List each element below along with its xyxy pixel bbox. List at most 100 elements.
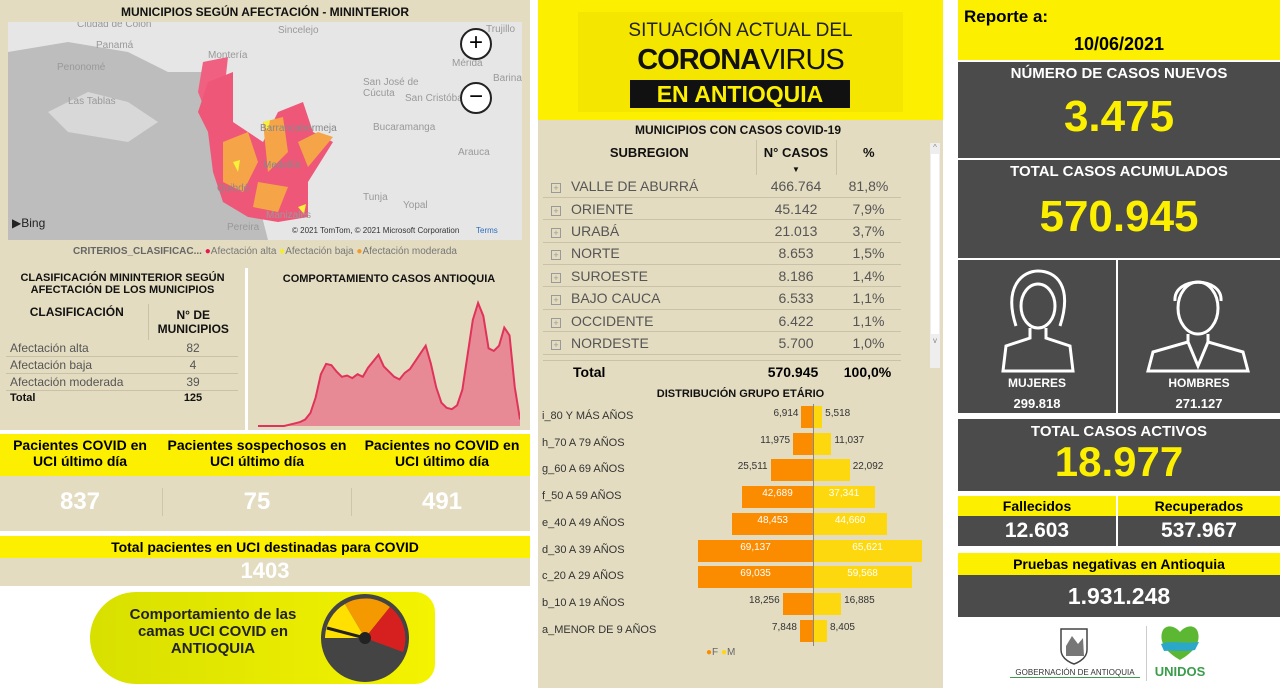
col-pct[interactable]: % — [835, 140, 901, 175]
bar-m — [813, 539, 923, 562]
value-m: 22,092 — [852, 461, 884, 473]
expand-icon[interactable]: + — [551, 272, 561, 283]
value-f: 69,035 — [740, 568, 771, 580]
value-f: 18,256 — [749, 594, 780, 606]
report-date: 10/06/2021 — [1073, 34, 1165, 54]
value-f: 25,511 — [737, 461, 768, 473]
map-label: Panamá — [96, 40, 134, 51]
expand-icon[interactable]: + — [551, 227, 561, 238]
clasificacion-table: CLASIFICACIÓN N° DE MUNICIPIOS Afectación… — [6, 304, 238, 405]
table-row[interactable]: + NORDESTE 5.700 1,0% — [543, 331, 901, 355]
value-f: 11,975 — [760, 434, 791, 446]
comportamiento-panel: COMPORTAMIENTO CASOS ANTIOQUIA — [248, 268, 530, 430]
table-row[interactable]: + URABÁ 21.013 3,7% — [543, 219, 901, 243]
pyramid-legend: ●F ●M — [706, 647, 736, 658]
heart-icon — [1161, 626, 1199, 660]
map-label: Barrancabermeja — [260, 123, 337, 134]
chart-title: COMPORTAMIENTO CASOS ANTIOQUIA — [282, 273, 496, 285]
value-m: 37,341 — [828, 488, 860, 500]
header-banner: SITUACIÓN ACTUAL DEL CORONAVIRUS EN ANTI… — [538, 0, 943, 120]
zoom-out-button[interactable]: − — [460, 82, 492, 114]
value-m: 44,660 — [834, 514, 866, 526]
bar-f — [782, 592, 813, 615]
expand-icon[interactable]: + — [551, 317, 561, 328]
bar-m — [813, 406, 823, 428]
map-label: Montería — [208, 50, 248, 61]
age-group-label: c_20 A 29 AÑOS — [542, 570, 624, 583]
bar-f — [770, 459, 813, 482]
col-subregion[interactable]: SUBREGION — [609, 145, 689, 160]
map-label: Barinas — [493, 73, 522, 84]
map-label: Ciudad de Colón — [77, 22, 152, 30]
map-canvas — [8, 42, 333, 240]
map-title: MUNICIPIOS SEGÚN AFECTACIÓN - MININTERIO… — [121, 5, 409, 19]
uci-total-value: 1403 — [0, 558, 530, 586]
map-label: San Cristóbal — [405, 93, 466, 104]
age-group-label: g_60 A 69 AÑOS — [542, 463, 625, 476]
clasificacion-panel: CLASIFICACIÓN MININTERIOR SEGÚN AFECTACI… — [0, 268, 245, 430]
map-label: Manizales — [266, 210, 312, 221]
coat-of-arms-icon — [1060, 628, 1088, 665]
pyramid-axis — [813, 404, 814, 646]
value-f: 69,137 — [740, 541, 771, 553]
uci-total-label: Total pacientes en UCI destinadas para C… — [0, 536, 530, 558]
uci-values — [0, 476, 530, 531]
table-row[interactable]: +MAGDALENA MEDIO2.5320,4% — [543, 354, 901, 360]
map-legend: CRITERIOS_CLASIFICAC... ●Afectación alta… — [73, 246, 457, 257]
area-chart — [258, 300, 520, 427]
table-row: Afectación moderada 39 — [6, 373, 238, 391]
map-label: Trujillo — [486, 24, 516, 35]
uci-headers — [0, 434, 530, 476]
expand-icon[interactable]: + — [551, 339, 561, 350]
unidos-logo: UNIDOS — [1150, 624, 1210, 684]
table-row: Afectación baja 4 — [6, 356, 238, 374]
table-total: Total 125 — [10, 392, 203, 404]
man-icon — [1146, 280, 1250, 373]
table-row[interactable]: + BAJO CAUCA 6.533 1,1% — [543, 286, 901, 310]
bar-m — [813, 566, 913, 589]
map[interactable]: Ciudad de Colón Panamá Penonomé Las Tabl… — [8, 22, 522, 240]
value-m: 65,621 — [852, 541, 883, 553]
col-casos[interactable]: N° CASOS ▼ — [755, 140, 836, 175]
map-label: San José de Cúcuta — [363, 77, 419, 99]
bar-m — [813, 432, 832, 455]
expand-icon[interactable]: + — [551, 250, 561, 261]
casos-acumulados: TOTAL CASOS ACUMULADOS 570.945 — [958, 160, 1280, 258]
scrollbar[interactable]: ^ v — [930, 143, 940, 368]
uci-covid-value: 837 — [59, 488, 101, 515]
gauge-text: Comportamiento de las camas UCI COVID en… — [129, 606, 297, 657]
age-group-label: f_50 A 59 AÑOS — [542, 490, 622, 503]
terms-link[interactable]: Terms — [476, 226, 498, 235]
zoom-in-button[interactable]: + — [460, 28, 492, 60]
gauge-banner[interactable]: Comportamiento de las camas UCI COVID en… — [90, 592, 435, 684]
map-label: Sincelejo — [278, 25, 319, 36]
map-label: Bucaramanga — [373, 122, 436, 133]
table-row: Afectación alta 82 — [6, 340, 238, 357]
bar-f — [801, 406, 813, 428]
value-f: 7,848 — [771, 621, 797, 633]
table-row[interactable]: + VALLE DE ABURRÁ 466.764 81,8% — [543, 175, 901, 198]
map-label: Medellín — [263, 160, 301, 171]
expand-icon[interactable]: + — [551, 295, 561, 306]
table-row[interactable]: + NORTE 8.653 1,5% — [543, 242, 901, 266]
mujeres-box: MUJERES 299.818 — [958, 260, 1116, 413]
uci-sospechosos-label: Pacientes sospechosos en UCI último día — [167, 437, 347, 469]
clasificacion-title: CLASIFICACIÓN MININTERIOR SEGÚN AFECTACI… — [20, 272, 225, 296]
map-label: Las Tablas — [68, 96, 116, 107]
casos-nuevos: NÚMERO DE CASOS NUEVOS 3.475 — [958, 62, 1280, 158]
header-line2: CORONAVIRUS — [637, 44, 845, 76]
table-row[interactable]: + OCCIDENTE 6.422 1,1% — [543, 309, 901, 333]
municipios-total-row: Total 570.945 100,0% — [543, 360, 901, 380]
bar-m — [813, 592, 842, 615]
table-row[interactable]: + ORIENTE 45.142 7,9% — [543, 197, 901, 221]
expand-icon[interactable]: + — [551, 182, 561, 193]
pruebas-value: 1.931.248 — [958, 575, 1280, 617]
bar-m — [813, 486, 876, 509]
bar-f — [799, 619, 813, 642]
bar-f — [732, 512, 813, 535]
pruebas-label: Pruebas negativas en Antioquia — [958, 553, 1280, 575]
table-row[interactable]: + SUROESTE 8.186 1,4% — [543, 264, 901, 288]
map-label: Mérida — [452, 58, 483, 69]
expand-icon[interactable]: + — [551, 205, 561, 216]
map-label: Quibdó — [217, 183, 250, 194]
